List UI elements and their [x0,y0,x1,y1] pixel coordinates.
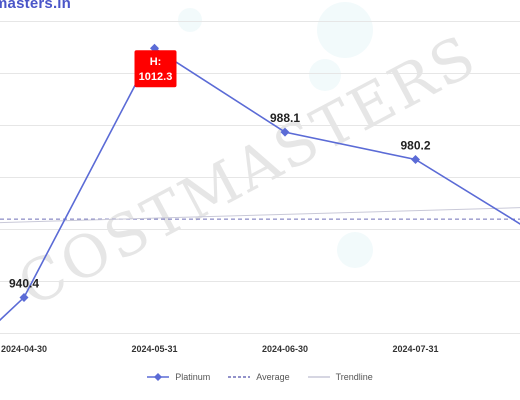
series-line-platinum [0,47,520,322]
legend-item-platinum[interactable]: Platinum [147,372,210,382]
data-label-2024-07-31: 980.2 [400,138,430,152]
legend-item-average[interactable]: Average [228,372,290,382]
brand-logo-text: masters.in [0,0,72,12]
trendline [0,207,520,224]
highlight-label: H: [150,56,162,68]
legend-item-trendline[interactable]: Trendline [307,372,373,382]
highlight-box [134,50,177,88]
highlight-value: 1012.3 [139,71,173,83]
x-tick-2024-04-30: 2024-04-30 [1,344,47,354]
x-tick-2024-05-31: 2024-05-31 [131,344,177,354]
data-point-2024-07-31 [411,154,420,164]
legend-swatch-average [228,372,251,382]
data-point-2024-06-30 [280,127,290,137]
data-label-2024-04-30: 940.4 [9,276,39,290]
legend-label-average: Average [256,372,290,382]
legend-label-platinum: Platinum [175,372,211,382]
x-tick-2024-07-31: 2024-07-31 [392,344,438,354]
data-point-2024-04-30 [19,292,29,302]
watermark-blob-2 [337,232,373,268]
legend: Platinum Average Trendline [0,372,520,382]
watermark-blob-3 [178,8,202,32]
legend-swatch-platinum [147,372,170,382]
watermark-blob-1 [309,59,341,91]
legend-swatch-trendline [307,372,330,382]
watermark-text: COSTMASTERS [7,21,488,320]
x-tick-2024-06-30: 2024-06-30 [262,344,308,354]
data-label-2024-06-30: 988.1 [270,111,300,125]
legend-label-trendline: Trendline [335,372,373,382]
watermark-blob-0 [317,2,373,58]
